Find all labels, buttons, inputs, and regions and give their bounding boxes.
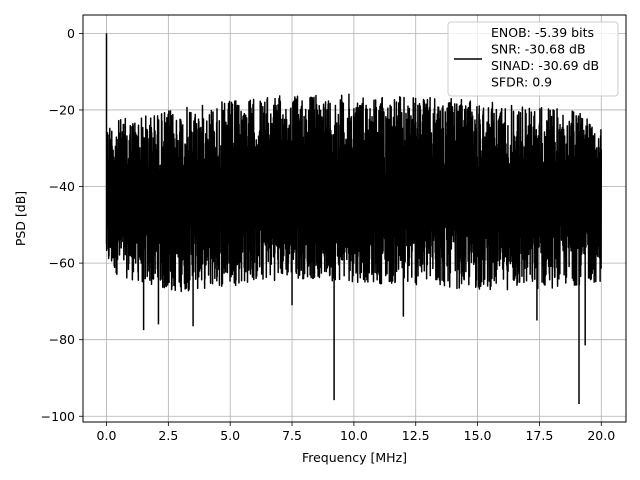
x-axis-ticks: 0.0 2.5 5.0 7.5 10.0 12.5 15.0 17.5 20.0: [97, 422, 615, 443]
plot-area: [105, 33, 603, 404]
legend-entry-sfdr: SFDR: 0.9: [491, 75, 552, 90]
x-tick-label: 17.5: [525, 428, 553, 443]
legend-entry-snr: SNR: -30.68 dB: [491, 42, 586, 57]
x-tick-label: 15.0: [464, 428, 492, 443]
y-axis-label: PSD [dB]: [13, 191, 28, 246]
x-axis-label: Frequency [MHz]: [302, 450, 407, 465]
y-tick-label: −40: [49, 179, 75, 194]
y-tick-label: −100: [41, 409, 75, 424]
psd-series-line: [105, 33, 603, 404]
x-tick-label: 10.0: [340, 428, 368, 443]
y-tick-label: 0: [67, 26, 75, 41]
y-tick-label: −60: [49, 256, 75, 271]
legend-box: [447, 21, 619, 97]
x-tick-label: 2.5: [158, 428, 178, 443]
y-axis-ticks: 0 −20 −40 −60 −80 −100: [41, 26, 83, 424]
x-tick-label: 5.0: [220, 428, 240, 443]
y-tick-label: −80: [49, 332, 75, 347]
axes-frame: [82, 14, 627, 423]
legend-entry-enob: ENOB: -5.39 bits: [491, 25, 594, 40]
legend-entry-sinad: SINAD: -30.69 dB: [491, 58, 599, 73]
y-tick-label: −20: [49, 102, 75, 117]
x-tick-label: 12.5: [402, 428, 430, 443]
x-tick-label: 7.5: [282, 428, 302, 443]
x-tick-label: 0.0: [97, 428, 117, 443]
legend: ENOB: -5.39 bits SNR: -30.68 dB SINAD: -…: [447, 21, 619, 97]
x-tick-label: 20.0: [587, 428, 615, 443]
